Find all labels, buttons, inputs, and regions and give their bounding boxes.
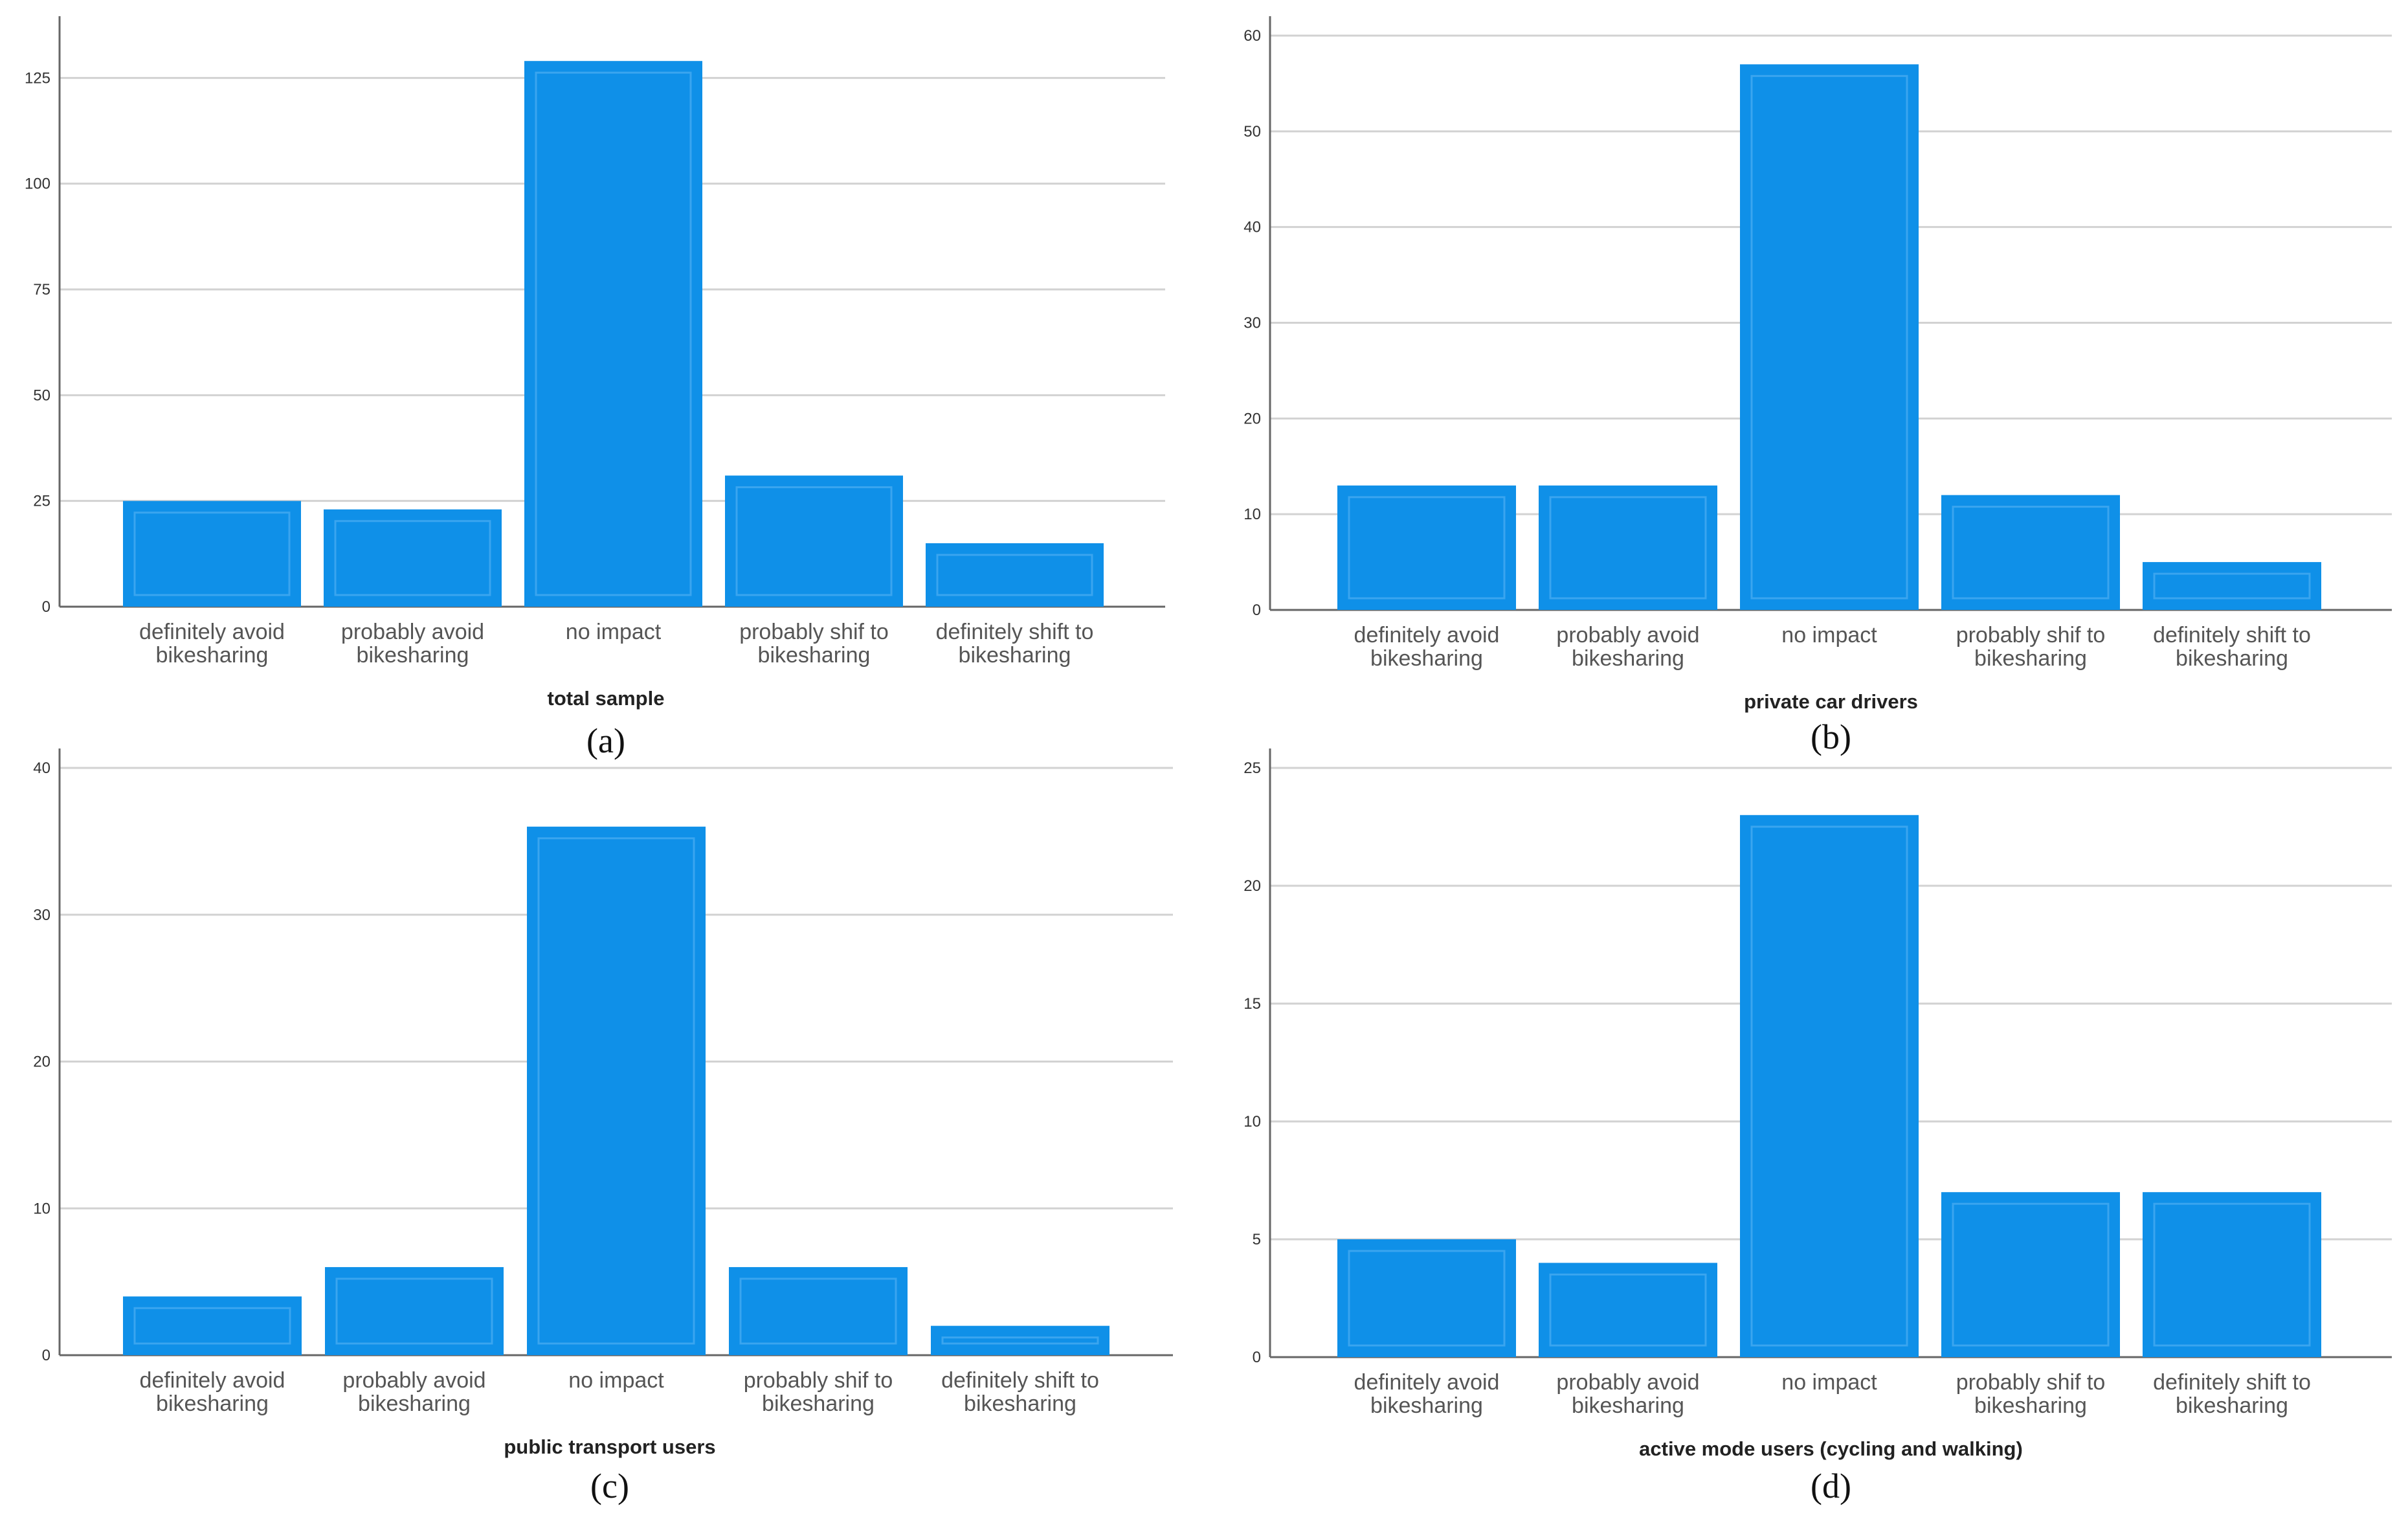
panel-label: (a) [586,721,625,760]
bar [1740,815,1919,1357]
bar [1337,1239,1516,1357]
y-tick-label: 30 [1243,315,1261,332]
bar-highlight [1549,1273,1707,1347]
bar [324,509,502,607]
bar [524,61,702,607]
bar [931,1325,1109,1355]
x-category-label: no impact [1781,1370,1877,1395]
bar [1941,1192,2120,1357]
x-category-label: probably avoid bikesharing [341,620,484,668]
bar-highlight [1750,826,1908,1347]
x-category-label: definitely shift to bikesharing [2153,1370,2311,1418]
x-category-label: no impact [566,620,662,644]
y-tick-label: 25 [1243,760,1261,777]
x-category-label: no impact [1781,623,1877,647]
x-category-label: no impact [568,1368,664,1393]
y-tick-label: 10 [1243,1113,1261,1131]
x-category-label: definitely avoid bikesharing [1354,623,1500,671]
bar [123,1296,302,1355]
bar-highlight [1549,496,1707,600]
bar-highlight [2153,1202,2311,1347]
y-tick-label: 40 [1243,219,1261,236]
bar [729,1266,908,1355]
chart-panel: 0 10 20 30 40 50 60 definitely avoid bikesharing… [1243,16,2392,756]
bar-highlight [1348,1250,1506,1347]
y-tick-label: 60 [1243,27,1261,45]
x-category-label: probably avoid bikesharing [342,1368,485,1416]
y-tick-label: 0 [1253,1349,1261,1366]
bar [1337,485,1516,610]
bar [527,826,706,1355]
x-axis-title: total sample [548,687,665,710]
x-category-label: probably avoid bikesharing [1556,623,1699,671]
bar [2143,562,2321,610]
y-tick-label: 25 [33,493,50,510]
y-tick-label: 50 [33,387,50,404]
bar-highlight [1750,74,1908,600]
y-tick-label: 20 [33,1053,50,1071]
y-tick-label: 0 [42,1347,50,1364]
bar-highlight [537,837,695,1345]
y-tick-label: 10 [1243,506,1261,523]
bar-highlight [133,512,291,596]
bar [1941,495,2120,610]
x-axis-title: private car drivers [1744,690,1918,713]
bar [123,501,301,607]
x-category-label: definitely shift to bikesharing [941,1368,1099,1416]
bar-highlight [735,486,893,596]
y-tick-label: 40 [33,760,50,777]
y-tick-label: 20 [1243,410,1261,427]
x-axis-title: public transport users [504,1435,715,1458]
chart-panel: 0 5 10 15 20 25 definitely avoid bikesharing pro… [1243,748,2392,1505]
panel-label: (c) [590,1467,629,1505]
bar [926,543,1104,607]
bar-highlight [334,520,491,596]
y-tick-label: 10 [33,1200,50,1217]
bar-highlight [1952,1202,2110,1347]
bar-highlight [535,71,692,596]
bar [1539,485,1717,610]
bar-highlight [739,1277,897,1345]
x-category-label: probably shif to bikesharing [1956,623,2106,671]
y-tick-label: 125 [25,69,50,87]
panel-label: (d) [1811,1467,1851,1505]
chart-panel: 0 10 20 30 40 definitely avoid bikesharing prob… [33,748,1173,1505]
panel-label: (b) [1811,717,1851,756]
bar-highlight [335,1277,493,1345]
y-tick-label: 75 [33,281,50,298]
y-tick-label: 0 [42,598,50,616]
y-tick-label: 15 [1243,995,1261,1013]
x-axis-title: active mode users (cycling and walking) [1639,1437,2023,1460]
chart-panel: 0 25 50 75 100 125 definitely avoid bikesharing… [25,16,1165,760]
bar [1740,64,1919,611]
x-category-label: definitely avoid bikesharing [140,1368,285,1416]
bar [325,1266,504,1355]
x-category-label: definitely shift to bikesharing [936,620,1094,668]
bar-highlight [2153,572,2311,600]
bar-highlight [1348,496,1506,600]
x-category-label: definitely avoid bikesharing [139,620,285,668]
y-tick-label: 50 [1243,123,1261,141]
bar-highlight [133,1307,291,1345]
x-category-label: definitely shift to bikesharing [2153,623,2311,671]
x-category-label: definitely avoid bikesharing [1354,1370,1500,1418]
bar-highlight [941,1336,1099,1345]
bar [2143,1192,2321,1357]
x-category-label: probably shif to bikesharing [744,1368,893,1416]
bar-highlight [1952,506,2110,600]
bar [1539,1263,1717,1357]
y-tick-label: 20 [1243,877,1261,895]
x-category-label: probably avoid bikesharing [1556,1370,1699,1418]
y-tick-label: 30 [33,906,50,924]
bar [725,475,903,607]
bar-highlight [936,554,1093,596]
y-tick-label: 0 [1253,602,1261,619]
y-tick-label: 5 [1253,1231,1261,1248]
x-category-label: probably shif to bikesharing [739,620,889,668]
y-tick-label: 100 [25,175,50,193]
x-category-label: probably shif to bikesharing [1956,1370,2106,1418]
